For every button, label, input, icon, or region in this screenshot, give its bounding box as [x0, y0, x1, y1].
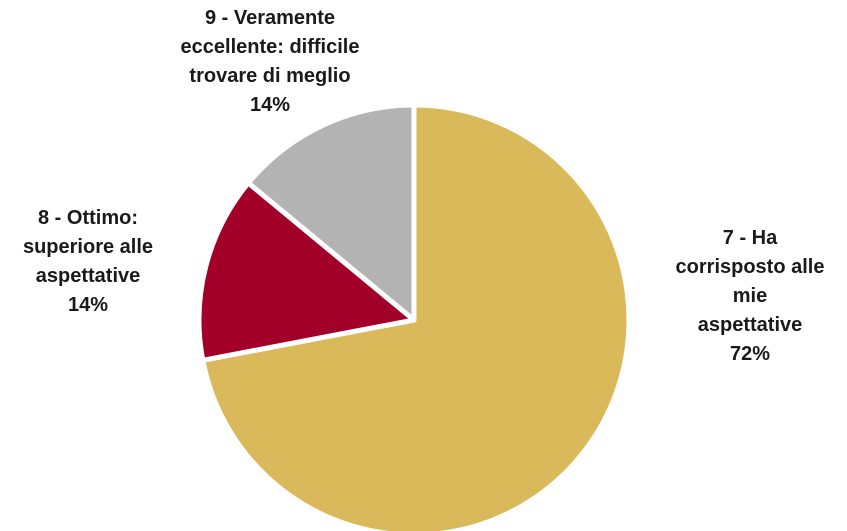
slice-label-8-line-3: aspettative — [35, 265, 141, 287]
slice-9 — [245, 102, 417, 323]
slice-label-8: 8 - Ottimo: superiore alle aspettative 1… — [0, 204, 176, 320]
slice-label-9: 9 - Veramente eccellente: difficile trov… — [135, 4, 405, 120]
slice-label-7-line-1: 7 - Ha — [722, 227, 778, 249]
slice-label-8-line-1: 8 - Ottimo: — [38, 207, 138, 229]
slice-value-8: 14% — [67, 294, 109, 316]
slice-label-9-line-2: eccellente: difficile — [180, 36, 360, 58]
slice-label-7: 7 - Ha corrisposto alle mie aspettative … — [655, 224, 845, 369]
slice-label-7-line-3: mie — [732, 285, 768, 307]
slice-label-7-line-2: corrisposto alle — [675, 256, 825, 278]
slice-value-9: 14% — [249, 94, 291, 116]
slice-label-9-line-3: trovare di meglio — [189, 65, 351, 87]
slice-label-8-line-2: superiore alle — [22, 236, 154, 258]
slice-label-9-line-1: 9 - Veramente — [204, 7, 336, 29]
slice-8 — [196, 180, 417, 363]
slice-value-7: 72% — [729, 343, 771, 365]
slice-label-7-line-4: aspettative — [697, 314, 803, 336]
